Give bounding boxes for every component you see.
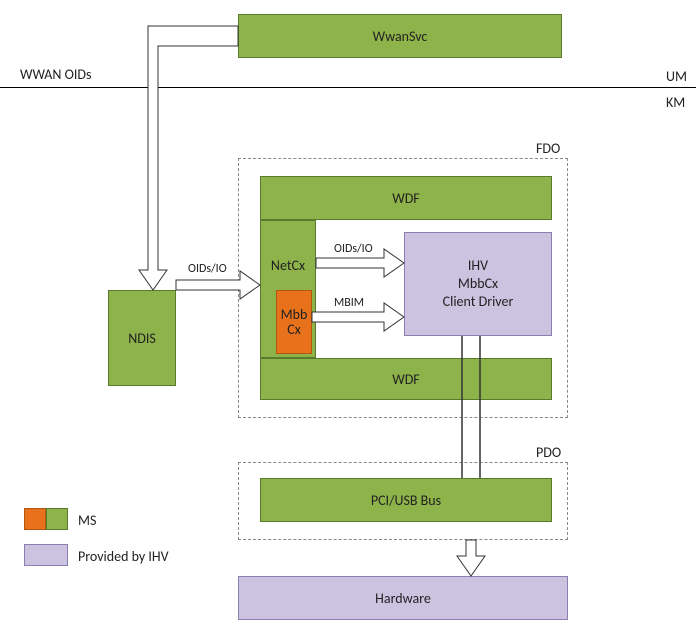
pdo-label: PDO bbox=[536, 444, 561, 461]
netcx-label: NetCx bbox=[271, 257, 305, 274]
legend-ms-green bbox=[46, 508, 68, 530]
legend-ihv-label: Provided by IHV bbox=[78, 548, 169, 565]
legend-ms-orange bbox=[24, 508, 46, 530]
mbbcx-label: Mbb Cx bbox=[281, 307, 308, 338]
ihv-driver-label: IHV MbbCx Client Driver bbox=[443, 257, 514, 312]
ihv-driver-box: IHV MbbCx Client Driver bbox=[404, 232, 552, 336]
oids-io-2-label: OIDs/IO bbox=[334, 242, 373, 256]
wwansvc-label: WwanSvc bbox=[373, 28, 428, 45]
ndis-box: NDIS bbox=[108, 290, 176, 386]
hardware-label: Hardware bbox=[375, 590, 431, 607]
wdf-top-label: WDF bbox=[392, 190, 420, 207]
arrow-pdo-to-hardware bbox=[457, 540, 485, 576]
arrow-wwan-to-ndis bbox=[139, 26, 238, 290]
um-label: UM bbox=[666, 68, 687, 85]
um-km-divider bbox=[0, 87, 696, 88]
fdo-label: FDO bbox=[536, 140, 560, 157]
mbim-label: MBIM bbox=[334, 296, 364, 310]
pcibus-box: PCI/USB Bus bbox=[260, 478, 552, 522]
ndis-label: NDIS bbox=[128, 330, 156, 347]
pcibus-label: PCI/USB Bus bbox=[371, 492, 441, 509]
mbbcx-box: Mbb Cx bbox=[276, 290, 312, 354]
hardware-box: Hardware bbox=[238, 576, 568, 620]
wdf-top-box: WDF bbox=[260, 176, 552, 220]
legend-ihv-square bbox=[24, 544, 68, 566]
wdf-bottom-box: WDF bbox=[260, 358, 552, 400]
legend-ms-label: MS bbox=[78, 512, 96, 529]
oids-io-1-label: OIDs/IO bbox=[188, 262, 227, 276]
wdf-bottom-label: WDF bbox=[392, 371, 420, 388]
wwan-oids-label: WWAN OIDs bbox=[20, 66, 91, 83]
wwansvc-box: WwanSvc bbox=[238, 14, 562, 58]
km-label: KM bbox=[666, 94, 685, 111]
